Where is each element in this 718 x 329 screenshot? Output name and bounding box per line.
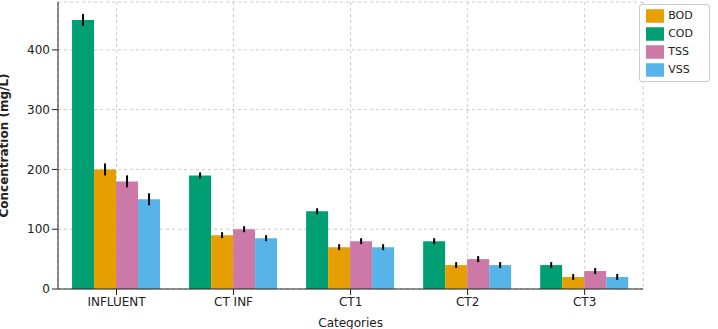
- svg-text:300: 300: [27, 103, 50, 117]
- html-text:TSS: TSS: [668, 45, 689, 58]
- svg-text:CT1: CT1: [339, 295, 362, 309]
- svg-text:CT2: CT2: [456, 295, 479, 309]
- html-text:COD: COD: [668, 27, 693, 40]
- svg-text:0: 0: [42, 282, 50, 296]
- svg-text:Concentration (mg/L): Concentration (mg/L): [8, 73, 11, 217]
- svg-text:200: 200: [27, 163, 50, 177]
- html-text:BOD: BOD: [668, 9, 693, 22]
- svg-text:400: 400: [27, 43, 50, 57]
- svg-text:100: 100: [27, 222, 50, 236]
- svg-text:Categories: Categories: [318, 316, 383, 329]
- html-text:VSS: VSS: [668, 63, 690, 76]
- svg-text:INFLUENT: INFLUENT: [87, 295, 146, 309]
- svg-text:CT INF: CT INF: [214, 295, 253, 309]
- svg-text:CT3: CT3: [573, 295, 596, 309]
